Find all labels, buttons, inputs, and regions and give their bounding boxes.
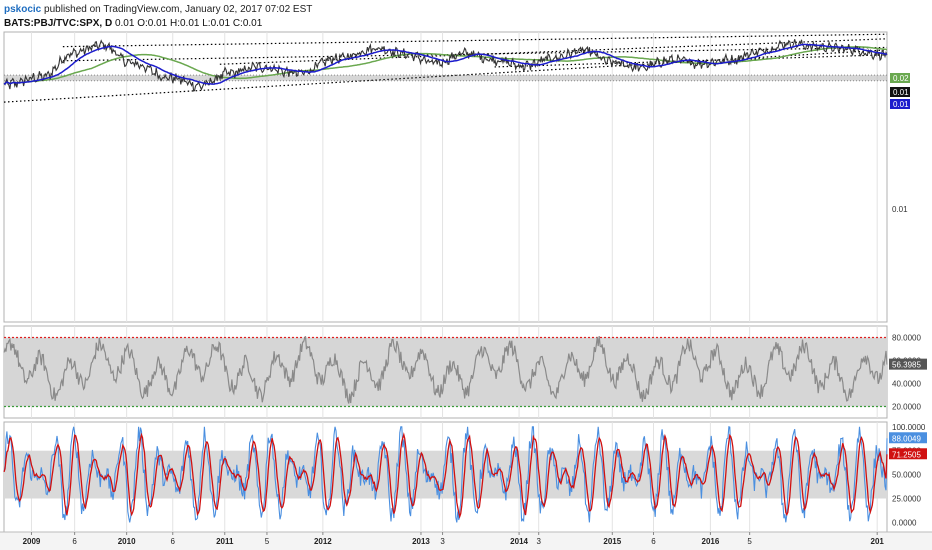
rsi-value-badge — [889, 358, 927, 370]
moving-average-fast — [3, 43, 887, 85]
trendline-5 — [494, 54, 888, 68]
x-tick-label: 6 — [171, 537, 176, 546]
ohlc-values: 0.01 O:0.01 H:0.01 L:0.01 C:0.01 — [114, 18, 263, 29]
stochastic-pane[interactable] — [3, 426, 888, 523]
price-value-badge-text: 0.02 — [893, 74, 909, 83]
rsi-value-badge-text: 56.3985 — [892, 361, 921, 370]
price-line — [3, 39, 888, 92]
x-tick-label: 5 — [265, 537, 270, 546]
stoch-y-tick-label: 0.0000 — [892, 518, 917, 527]
price-value-badge — [890, 99, 910, 109]
stoch-y-tick-label: 100.0000 — [892, 423, 926, 432]
rsi-y-tick-label: 40.0000 — [892, 380, 921, 389]
author-link[interactable]: pskocic — [4, 4, 42, 15]
x-tick-label: 6 — [651, 537, 656, 546]
stoch-value-badge — [889, 448, 927, 460]
x-tick-label: 2015 — [603, 537, 621, 546]
stoch-y-tick-label: 25.0000 — [892, 495, 921, 504]
price-value-badge — [890, 87, 910, 97]
price-y-tick-label: 0.01 — [892, 205, 908, 214]
stoch-d-line — [3, 432, 888, 519]
trendline-3 — [219, 38, 888, 65]
x-tick-label: 201 — [871, 537, 885, 546]
symbol-legend: BATS:PBJ/TVC:SPX, D 0.01 O:0.01 H:0.01 L… — [4, 17, 262, 30]
y-axis: 0.010.020.010.0180.000060.000040.000020.… — [889, 73, 927, 527]
stoch-value-badge — [889, 432, 927, 444]
stoch-y-tick-label: 50.0000 — [892, 471, 921, 480]
published-text: published on TradingView.com, January 02… — [44, 4, 313, 15]
stoch-k-line — [3, 426, 888, 523]
x-tick-label: 3 — [440, 537, 445, 546]
x-tick-label: 2016 — [702, 537, 720, 546]
x-tick-label: 2013 — [412, 537, 430, 546]
x-tick-label: 2010 — [118, 537, 136, 546]
moving-average-slow — [3, 46, 888, 85]
x-tick-label: 2011 — [216, 537, 234, 546]
rsi-band — [4, 337, 887, 407]
x-tick-label: 2009 — [23, 537, 41, 546]
stoch-value-badge-text: 71.2505 — [892, 450, 921, 459]
x-tick-label: 5 — [747, 537, 752, 546]
x-axis: 2009 6 2010 6 2011 5 2012 2013 3 2014 3 2015 6 2016 5 2… — [23, 532, 885, 546]
x-axis-background — [0, 532, 932, 550]
rsi-pane[interactable] — [3, 335, 888, 408]
stoch-value-badge-text: 88.0049 — [892, 434, 921, 443]
x-tick-label: 2014 — [510, 537, 528, 546]
trendline-1 — [62, 33, 888, 48]
x-tick-label: 3 — [536, 537, 541, 546]
symbol-name[interactable]: BATS:PBJ/TVC:SPX, D — [4, 18, 113, 29]
x-tick-label: 2012 — [314, 537, 332, 546]
x-tick-label: 6 — [72, 537, 77, 546]
price-value-badge-text: 0.01 — [893, 100, 909, 109]
price-pane[interactable] — [3, 33, 888, 103]
publish-header: pskocic published on TradingView.com, Ja… — [4, 3, 312, 16]
rsi-line — [3, 335, 888, 404]
support-zone — [4, 75, 887, 81]
price-value-badge-text: 0.01 — [893, 88, 909, 97]
rsi-y-tick-label: 20.0000 — [892, 403, 921, 412]
price-value-badge — [890, 73, 910, 83]
rsi-y-tick-label: 80.0000 — [892, 334, 921, 343]
